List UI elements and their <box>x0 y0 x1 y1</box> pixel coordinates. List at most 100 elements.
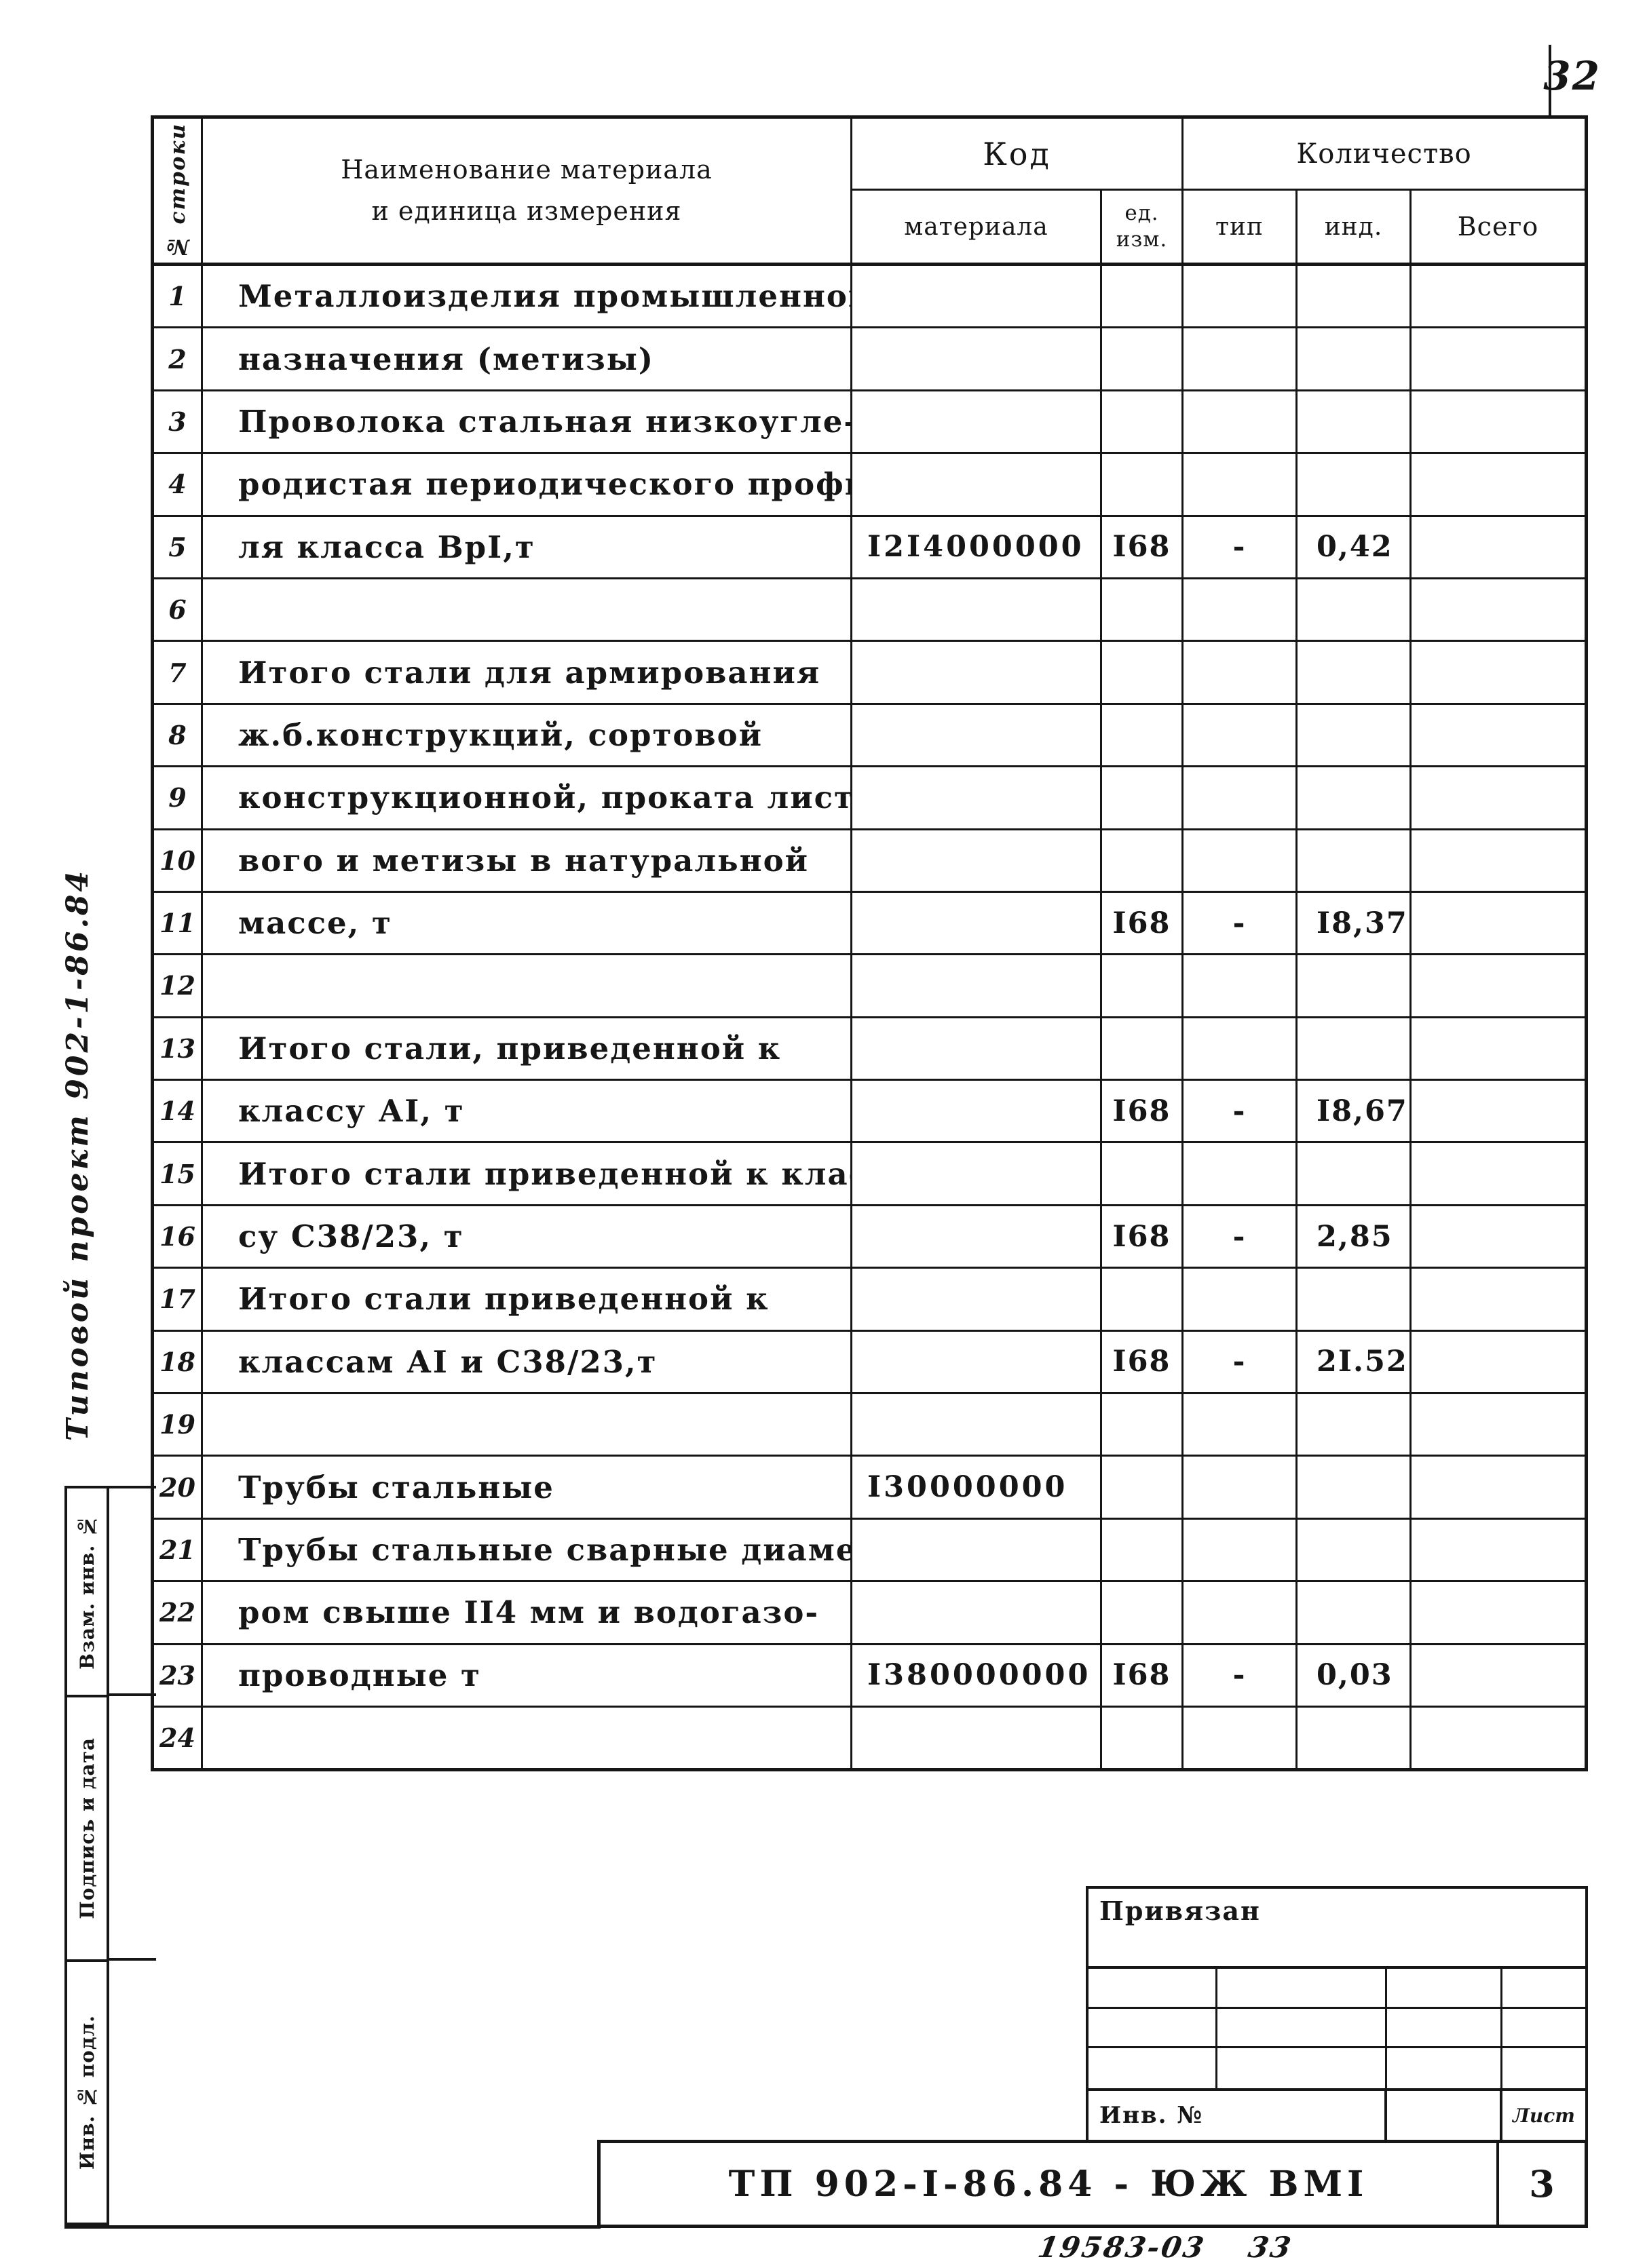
margin-box-signature-date: Подпись и дата <box>64 1695 109 1962</box>
cell-type: - <box>1184 1206 1298 1267</box>
inv-number-label: Инв. № <box>1099 2102 1204 2129</box>
cell-total <box>1412 893 1585 953</box>
page-number: 32 <box>1543 53 1601 99</box>
cell-material-name: Металлоизделия промышленного <box>203 266 852 327</box>
title-block-grid <box>1086 1966 1588 2091</box>
margin-line <box>107 1958 156 1961</box>
cell-unit: I68 <box>1102 516 1184 577</box>
margin-box-zam-inv: Взам. инв. № <box>64 1486 109 1697</box>
cell-ind <box>1298 1519 1412 1581</box>
cell-unit <box>1102 1269 1184 1330</box>
grid-cell <box>1387 1969 1502 2009</box>
grid-cell <box>1217 1969 1387 2009</box>
cell-ind <box>1298 830 1412 891</box>
grid-cell <box>1217 2008 1387 2049</box>
cell-total <box>1412 454 1585 514</box>
cell-code <box>852 704 1102 766</box>
cell-total <box>1412 705 1585 765</box>
cell-total <box>1412 1457 1585 1517</box>
sheet-number: 3 <box>1496 2143 1585 2225</box>
grid-cell <box>1089 1969 1217 2009</box>
cell-ind: 0,03 <box>1298 1645 1412 1706</box>
cell-total <box>1412 1394 1585 1455</box>
header-code-group: Код <box>852 119 1184 191</box>
cell-material-name: Итого стали приведенной к клас- <box>203 1143 852 1204</box>
grid-cell <box>1502 2009 1585 2049</box>
handwritten-stamp-right: 33 <box>1245 2231 1295 2264</box>
cell-ind <box>1298 579 1412 640</box>
cell-ind <box>1298 266 1412 327</box>
cell-material-name: Итого стали для армирования <box>203 642 852 703</box>
bottom-frame-line <box>64 2225 601 2229</box>
row-number: 18 <box>154 1331 203 1393</box>
cell-code <box>852 1707 1102 1769</box>
cell-material-name: массе, т <box>203 892 852 954</box>
cell-type <box>1184 1519 1298 1581</box>
cell-ind <box>1298 1269 1412 1330</box>
table-row: 3 Проволока стальная низкоугле- <box>154 391 1585 455</box>
material-name-header-line1: Наименование материала <box>341 155 713 185</box>
cell-ind: I8,37 <box>1298 892 1412 954</box>
cell-total <box>1412 579 1585 640</box>
cell-type <box>1184 642 1298 703</box>
cell-unit <box>1102 266 1184 327</box>
cell-type <box>1184 579 1298 640</box>
table-row: 20 Трубы стальные I30000000 <box>154 1457 1585 1520</box>
title-block-attached-cell: Привязан <box>1086 1886 1588 1969</box>
cell-total <box>1412 1520 1585 1580</box>
cell-ind: 2I.52 <box>1298 1331 1412 1393</box>
cell-code <box>852 1018 1102 1079</box>
cell-code: I380000000 <box>852 1645 1102 1706</box>
cell-material-name: классу АI, т <box>203 1081 852 1142</box>
header-unit: ед. изм. <box>1102 191 1184 263</box>
cell-unit <box>1102 391 1184 453</box>
cell-code <box>852 1269 1102 1330</box>
grid-cell <box>1502 1969 1585 2009</box>
header-type: тип <box>1184 191 1298 263</box>
row-number: 16 <box>154 1206 203 1267</box>
cell-unit: I68 <box>1102 892 1184 954</box>
cell-unit <box>1102 1582 1184 1643</box>
table-row: 12 <box>154 955 1585 1018</box>
margin-box-inv-label: Инв. № подл. <box>75 2015 98 2170</box>
row-number: 2 <box>154 328 203 389</box>
cell-code <box>852 391 1102 453</box>
table-row: 6 <box>154 579 1585 642</box>
table-row: 21 Трубы стальные сварные диамет- <box>154 1519 1585 1583</box>
cell-ind <box>1298 1018 1412 1079</box>
cell-total <box>1412 1708 1585 1768</box>
cell-code <box>852 1519 1102 1581</box>
table-row: 15 Итого стали приведенной к клас- <box>154 1143 1585 1206</box>
cell-material-name: классам АI и С38/23,т <box>203 1331 852 1393</box>
header-row-number-column: № строки <box>154 119 203 263</box>
materials-table: № строки Наименование материала и единиц… <box>151 115 1588 1772</box>
cell-total <box>1412 1081 1585 1141</box>
table-row: 17 Итого стали приведенной к <box>154 1269 1585 1332</box>
cell-unit <box>1102 642 1184 703</box>
table-row: 16 су С38/23, т I68-2,85 <box>154 1206 1585 1269</box>
cell-total <box>1412 830 1585 891</box>
cell-material-name: су С38/23, т <box>203 1206 852 1267</box>
material-name-header-line2: и единица измерения <box>371 196 682 226</box>
cell-code <box>852 266 1102 327</box>
cell-code <box>852 1081 1102 1142</box>
row-number: 14 <box>154 1081 203 1142</box>
cell-ind <box>1298 391 1412 453</box>
cell-unit: I68 <box>1102 1331 1184 1393</box>
cell-type: - <box>1184 892 1298 954</box>
cell-material-name: назначения (метизы) <box>203 328 852 389</box>
cell-type <box>1184 391 1298 453</box>
table-row: 22 ром свыше II4 мм и водогазо- <box>154 1582 1585 1645</box>
table-body: 1 Металлоизделия промышленного 2 назначени… <box>154 266 1585 1769</box>
cell-type <box>1184 830 1298 891</box>
cell-material-name: Трубы стальные сварные диамет- <box>203 1519 852 1581</box>
cell-unit <box>1102 955 1184 1016</box>
cell-type: - <box>1184 1081 1298 1142</box>
cell-total <box>1412 767 1585 828</box>
cell-material-name: Трубы стальные <box>203 1457 852 1518</box>
row-number: 23 <box>154 1645 203 1706</box>
cell-unit <box>1102 830 1184 891</box>
header-total: Всего <box>1457 212 1539 242</box>
cell-material-name <box>203 579 852 640</box>
cell-code <box>852 830 1102 891</box>
